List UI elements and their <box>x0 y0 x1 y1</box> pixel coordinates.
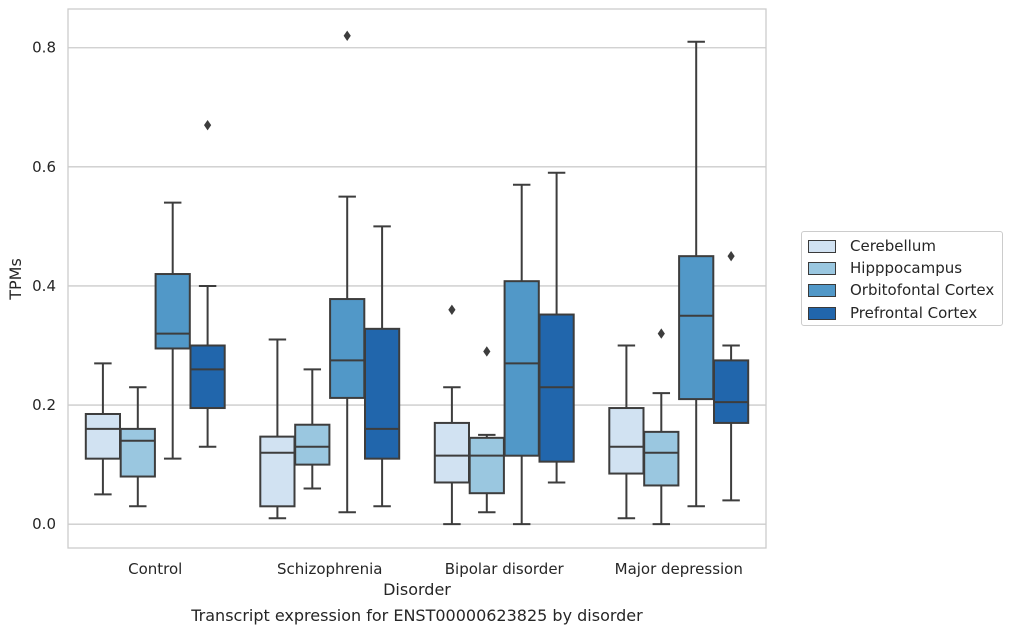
box-body <box>468 436 505 495</box>
legend-swatch-cerebellum <box>808 239 836 253</box>
box-body <box>433 421 471 484</box>
plot-frame <box>67 8 767 549</box>
y-axis-label: TPMs <box>6 258 25 301</box>
legend-item-prefrontal: Prefrontal Cortex <box>808 303 977 323</box>
x-tick-label: Major depression <box>615 560 743 578</box>
outlier-point <box>448 304 456 315</box>
box-1-1 <box>294 368 331 490</box>
legend-item-orbitofrontal: Orbitofontal Cortex <box>808 280 994 300</box>
box-2-1 <box>468 346 505 514</box>
box-1-3 <box>363 225 401 508</box>
box-body <box>363 327 401 460</box>
box-1-0 <box>259 338 296 520</box>
outlier-point <box>343 30 351 42</box>
box-body <box>189 344 226 410</box>
x-tick-label: Bipolar disorder <box>445 560 565 578</box>
y-tick-label: 0.6 <box>32 158 56 176</box>
outlier-point <box>483 346 491 357</box>
box-body <box>503 280 540 457</box>
box-0-0 <box>84 362 122 496</box>
box-3-2 <box>678 40 715 508</box>
box-series <box>84 30 750 526</box>
box-3-3 <box>712 250 750 502</box>
box-body <box>119 427 156 478</box>
box-body <box>259 435 296 508</box>
legend-label-orbitofrontal: Orbitofontal Cortex <box>850 281 995 299</box>
box-body <box>329 298 366 399</box>
figure-caption: Transcript expression for ENST0000062382… <box>191 606 643 625</box>
box-body <box>294 423 331 466</box>
legend-swatch-prefrontal <box>808 306 836 320</box>
legend-swatch-hippocampus <box>808 261 836 275</box>
box-3-0 <box>608 344 645 520</box>
box-0-2 <box>154 201 191 460</box>
legend: Cerebellum Hipppocampus Orbitofontal Cor… <box>801 231 1003 326</box>
box-body <box>643 430 680 487</box>
box-2-2 <box>503 183 540 526</box>
box-1-2 <box>329 30 366 514</box>
x-tick-label: Schizophrenia <box>277 560 382 578</box>
outlier-point <box>204 119 212 131</box>
box-body <box>712 359 750 424</box>
legend-label-prefrontal: Prefrontal Cortex <box>850 304 978 322</box>
y-tick-label: 0.8 <box>32 39 56 57</box>
box-2-3 <box>538 171 575 484</box>
x-tick-label: Control <box>128 560 182 578</box>
box-0-1 <box>119 386 156 508</box>
outlier-point <box>657 328 665 339</box>
legend-item-cerebellum: Cerebellum <box>808 236 936 256</box>
legend-label-hippocampus: Hipppocampus <box>850 259 963 277</box>
legend-label-cerebellum: Cerebellum <box>850 237 936 255</box>
y-tick-label: 0.2 <box>32 396 56 414</box>
box-body <box>678 255 715 401</box>
y-tick-label: 0.0 <box>32 515 56 533</box>
y-tick-label: 0.4 <box>32 277 56 295</box>
box-0-3 <box>189 119 226 448</box>
box-body <box>84 412 122 460</box>
box-3-1 <box>643 328 680 526</box>
box-2-0 <box>433 304 471 526</box>
legend-swatch-orbitofrontal <box>808 283 836 297</box>
box-body <box>154 273 191 350</box>
legend-item-hippocampus: Hipppocampus <box>808 258 962 278</box>
box-body <box>608 407 645 475</box>
tick-labels: 0.0 0.2 0.4 0.6 0.8 Control Schizophrenia Bipol… <box>32 39 743 578</box>
outlier-point <box>727 250 735 262</box>
x-axis-label: Disorder <box>383 580 451 599</box>
